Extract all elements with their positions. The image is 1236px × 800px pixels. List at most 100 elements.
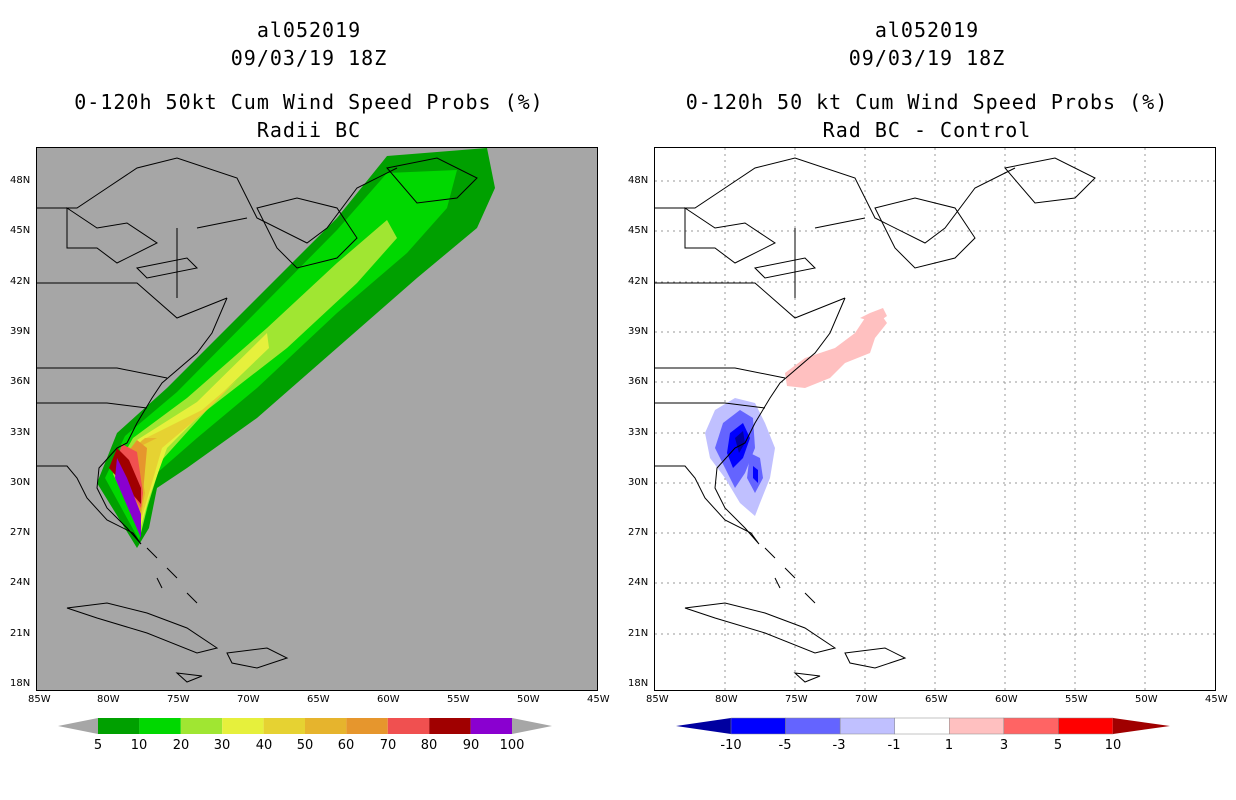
lat-label: 39N xyxy=(10,326,31,337)
canada-maritimes xyxy=(256,157,478,269)
lon-label: 65W xyxy=(307,694,330,705)
us-state-lines xyxy=(37,217,248,409)
lat-label: 42N xyxy=(628,276,649,287)
diff-negative-5-10-b xyxy=(753,466,758,483)
cb-label: 3 xyxy=(999,738,1009,753)
great-lakes xyxy=(66,207,199,279)
colorbar-cell xyxy=(263,718,305,734)
colorbar-cell xyxy=(1058,717,1114,735)
right-storm-id: al052019 xyxy=(874,18,980,42)
left-map xyxy=(36,147,598,691)
left-panel: al052019 09/03/19 18Z 0-120h 50kt Cum Wi… xyxy=(10,18,610,753)
cb-label: -1 xyxy=(887,738,901,753)
lon-label: 60W xyxy=(377,694,400,705)
great-lakes xyxy=(684,207,817,279)
lon-label: 50W xyxy=(1135,694,1158,705)
jamaica xyxy=(175,672,203,683)
colorbar-cell xyxy=(139,718,181,734)
hispaniola xyxy=(226,647,289,669)
left-colorbar xyxy=(58,718,552,734)
lon-label: 55W xyxy=(447,694,470,705)
colorbar-high-arrow xyxy=(512,718,552,734)
diff-positive-1-3 xyxy=(785,313,887,388)
lat-label: 36N xyxy=(628,376,649,387)
coastlines xyxy=(37,157,478,683)
colorbar-cell xyxy=(387,718,430,734)
left-datetime: 09/03/19 18Z xyxy=(230,46,388,70)
cb-label: 5 xyxy=(93,738,103,753)
diff-positive-1-3-b xyxy=(860,308,887,323)
lat-label: 24N xyxy=(628,577,649,588)
lon-label: 55W xyxy=(1065,694,1088,705)
cuba xyxy=(66,602,219,654)
colorbar-high-arrow xyxy=(1113,718,1170,734)
lat-label: 24N xyxy=(10,577,31,588)
lon-label: 65W xyxy=(925,694,948,705)
colorbar-cell xyxy=(839,717,895,735)
right-title: 0-120h 50 kt Cum Wind Speed Probs (%) xyxy=(685,90,1169,114)
cb-label: -5 xyxy=(778,738,792,753)
cb-label: 10 xyxy=(130,738,148,753)
left-title: 0-120h 50kt Cum Wind Speed Probs (%) xyxy=(74,90,544,114)
lat-label: 33N xyxy=(628,427,649,438)
us-east-coast xyxy=(655,157,1016,545)
lat-label: 18N xyxy=(10,678,31,689)
cuba xyxy=(684,602,837,654)
lon-label: 60W xyxy=(995,694,1018,705)
cb-label: 5 xyxy=(1053,738,1063,753)
lon-label: 70W xyxy=(237,694,260,705)
diff-negative-lt-10 xyxy=(735,431,745,453)
cb-label: 70 xyxy=(379,738,397,753)
cb-label: 1 xyxy=(944,738,954,753)
lat-label: 21N xyxy=(628,628,649,639)
coastlines xyxy=(655,157,1096,683)
cb-label: 80 xyxy=(420,738,438,753)
colorbar-cell xyxy=(180,718,223,734)
right-colorbar xyxy=(676,717,1170,735)
hispaniola xyxy=(844,647,907,669)
lon-label: 45W xyxy=(1205,694,1228,705)
lat-label: 45N xyxy=(628,225,649,236)
lat-label: 33N xyxy=(10,427,31,438)
cb-label: 50 xyxy=(296,738,314,753)
colorbar-cell xyxy=(222,718,264,734)
cb-label: 20 xyxy=(172,738,190,753)
right-datetime: 09/03/19 18Z xyxy=(848,46,1006,70)
prob-swath xyxy=(97,148,495,548)
lon-label: 75W xyxy=(785,694,808,705)
colorbar-cell xyxy=(470,718,512,734)
colorbar-low-arrow xyxy=(58,718,98,734)
colorbar-low-arrow xyxy=(676,718,731,734)
left-storm-id: al052019 xyxy=(256,18,362,42)
jamaica xyxy=(793,672,821,683)
lon-label: 50W xyxy=(517,694,540,705)
right-subtitle: Rad BC - Control xyxy=(822,118,1032,142)
lon-label: 80W xyxy=(97,694,120,705)
prob-contour-40 xyxy=(119,380,237,520)
lat-label: 39N xyxy=(628,326,649,337)
cb-label: 40 xyxy=(255,738,273,753)
diff-field xyxy=(705,308,887,516)
colorbar-cell xyxy=(305,718,347,734)
us-east-coast xyxy=(37,157,398,545)
colorbar-cell xyxy=(1003,717,1059,735)
lon-label: 70W xyxy=(855,694,878,705)
lon-label: 45W xyxy=(587,694,610,705)
colorbar-cell xyxy=(730,717,786,735)
cb-label: 100 xyxy=(499,738,525,753)
lat-label: 27N xyxy=(10,527,31,538)
cb-label: -3 xyxy=(832,738,846,753)
us-state-lines xyxy=(655,217,866,409)
lat-label: 48N xyxy=(10,175,31,186)
lat-label: 48N xyxy=(628,175,649,186)
colorbar-cell xyxy=(894,717,950,735)
bahamas xyxy=(764,547,816,604)
prob-contour-30 xyxy=(117,333,269,526)
lat-label: 45N xyxy=(10,225,31,236)
colorbar-cell xyxy=(346,718,388,734)
right-map-graphics xyxy=(655,148,1215,690)
prob-contour-100 xyxy=(115,458,141,538)
colorbar-cell xyxy=(98,718,140,734)
cb-label: -10 xyxy=(720,738,742,753)
canada-maritimes xyxy=(874,157,1096,269)
